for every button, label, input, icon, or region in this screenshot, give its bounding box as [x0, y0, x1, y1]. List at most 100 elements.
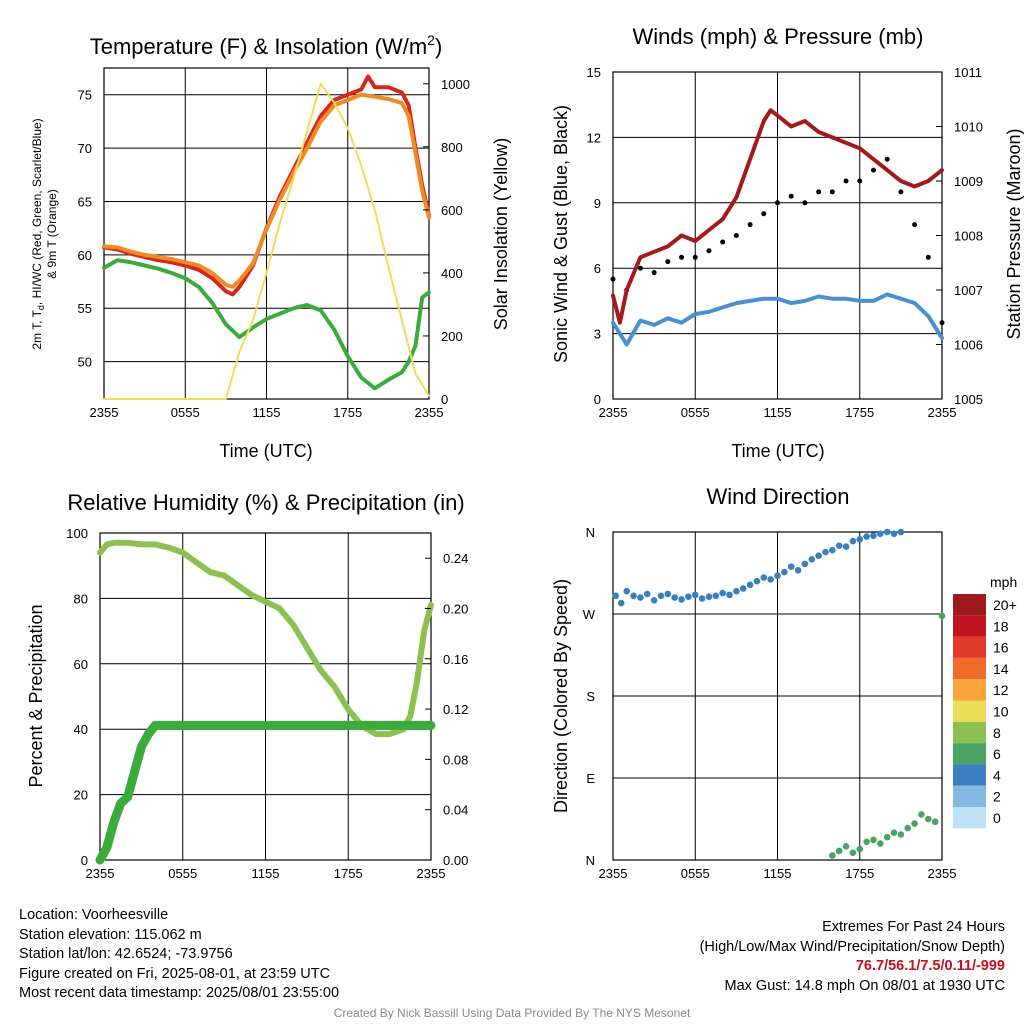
direction-point	[657, 592, 665, 600]
y-tick-label: S	[586, 689, 595, 704]
y2-tick-label: 800	[441, 140, 463, 155]
winds-ylabel: Sonic Wind & Gust (Blue, Black)	[551, 105, 571, 363]
legend-swatch	[953, 785, 986, 807]
winds-ticks: 2355 0555 1155 1755 235503691215100510061007…	[587, 65, 983, 420]
y-tick-label: 12	[587, 130, 601, 145]
direction-point	[829, 852, 836, 859]
direction-point	[863, 838, 870, 846]
extremes-heading: Extremes For Past 24 Hours	[822, 919, 1005, 935]
direction-point	[612, 592, 620, 600]
direction-point	[650, 597, 658, 604]
direction-point	[856, 535, 864, 543]
y-tick-label: 60	[78, 248, 92, 263]
legend-swatch	[953, 721, 986, 744]
legend-label: 16	[993, 640, 1009, 656]
direction-point	[671, 594, 678, 601]
x-tick-label: 2355	[599, 866, 628, 881]
gust-point	[720, 239, 726, 245]
direction-point	[774, 572, 781, 580]
direction-panel: Wind Direction 2355 0555 1155 1755 2355 N E S W N…	[551, 484, 956, 881]
direction-point	[678, 596, 685, 603]
temperature-ylabel: 2m T, Td, HI/WC (Red, Green, Scarlet/Blu…	[30, 118, 46, 349]
x-tick-label: 2355	[928, 866, 957, 881]
legend-label: 4	[993, 767, 1001, 783]
y-tick-label: 15	[587, 65, 601, 80]
info-timestamp: Most recent data timestamp: 2025/08/01 2…	[19, 985, 340, 1002]
direction-point	[835, 542, 843, 549]
station-info: Location: Voorheesville Station elevatio…	[19, 906, 339, 1004]
direction-point	[753, 577, 761, 585]
y2-tick-label: 0.24	[443, 551, 468, 566]
y2-tick-label: 0.04	[443, 803, 468, 818]
y2-tick-label: 200	[441, 329, 463, 344]
direction-point	[630, 592, 637, 600]
gust-point	[829, 189, 835, 195]
winds-panel: Winds (mph) & Pressure (mb) 2355 0555 1155…	[551, 24, 1024, 461]
direction-point	[746, 581, 754, 589]
direction-point	[863, 533, 870, 540]
direction-point	[842, 843, 850, 850]
y2-tick-label: 0.16	[443, 652, 468, 667]
gust-point	[665, 259, 671, 265]
y2-tick-label: 0.08	[443, 752, 468, 767]
temperature-ylabel-line2: & 9m T (Orange)	[45, 189, 59, 279]
direction-point	[637, 594, 644, 601]
direction-point	[801, 560, 809, 568]
gust-point	[706, 248, 712, 254]
x-tick-label: 2355	[415, 405, 444, 420]
direction-point	[781, 568, 788, 576]
direction-point	[883, 528, 891, 536]
gust-point	[761, 211, 767, 217]
direction-point	[870, 836, 877, 844]
x-tick-label: 2355	[90, 405, 119, 420]
direction-point	[712, 592, 720, 600]
y2-tick-label: 1005	[954, 392, 983, 407]
speed-legend: mph 20+ 18 16 14 12 10 8 6 4 2 0	[953, 574, 1017, 829]
x-tick-label: 1755	[334, 866, 363, 881]
humidity-panel: Relative Humidity (%) & Precipitation (i…	[26, 490, 468, 881]
y-tick-label: 3	[594, 327, 601, 342]
sonic-wind-line	[611, 292, 944, 347]
y-tick-label: 50	[78, 355, 92, 370]
direction-point	[890, 829, 898, 836]
direction-point	[890, 530, 898, 538]
x-tick-label: 2355	[599, 405, 628, 420]
gust-point	[912, 222, 918, 228]
direction-point	[897, 831, 905, 838]
temperature-title: Temperature (F) & Insolation (W/m2)	[90, 32, 443, 59]
direction-point	[822, 548, 829, 556]
x-tick-label: 1155	[252, 866, 280, 881]
legend-swatch	[953, 807, 986, 829]
y-tick-label: 65	[78, 194, 92, 209]
9m-t-line	[102, 92, 431, 289]
temperature-grid	[104, 68, 429, 399]
y2-tick-label: 1007	[954, 283, 983, 298]
direction-point	[685, 593, 692, 600]
winds-series	[610, 108, 945, 347]
info-elevation: Station elevation: 115.062 m	[19, 926, 202, 943]
gust-point	[843, 178, 849, 184]
direction-point	[719, 589, 726, 597]
gust-point	[651, 270, 657, 276]
direction-point	[883, 833, 891, 841]
x-tick-label: 1755	[845, 405, 874, 420]
direction-point	[856, 845, 864, 853]
legend-label: 20+	[993, 597, 1017, 613]
direction-point	[842, 543, 850, 550]
direction-point	[705, 593, 713, 600]
gust-point	[733, 233, 739, 238]
legend-swatch	[953, 594, 986, 616]
legend-label: 12	[993, 682, 1009, 698]
legend-label: 18	[993, 618, 1009, 634]
direction-point	[911, 820, 918, 827]
direction-point	[794, 566, 802, 574]
direction-point	[897, 528, 905, 536]
temperature-panel: Temperature (F) & Insolation (W/m2) 2355…	[30, 32, 511, 461]
direction-point	[938, 612, 946, 620]
legend-swatch	[953, 743, 986, 765]
y-tick-label: 80	[74, 591, 88, 606]
gust-point	[884, 156, 890, 162]
direction-point	[808, 556, 816, 563]
info-location: Location: Voorheesville	[19, 907, 169, 923]
